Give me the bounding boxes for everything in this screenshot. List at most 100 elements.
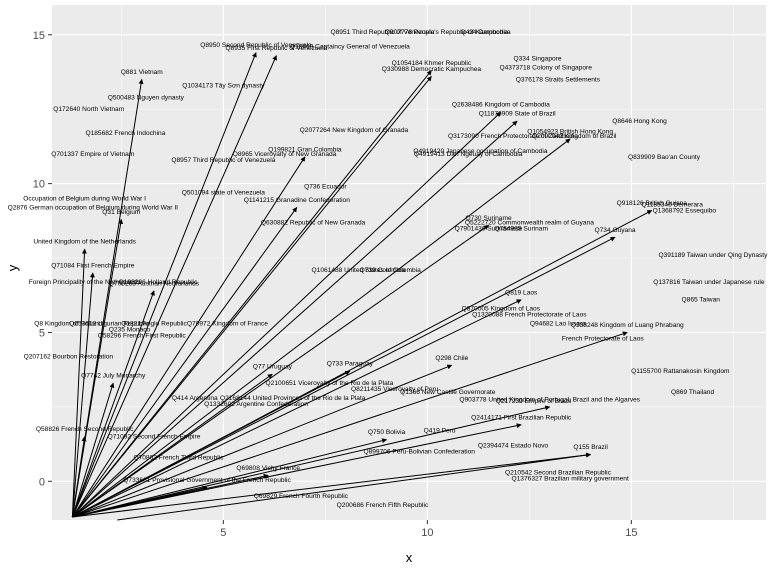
x-axis: 5 10 15: [220, 520, 637, 539]
data-label: Q69808 Vichy France: [236, 465, 300, 472]
vector-arrow: [71, 55, 277, 518]
data-label: Q376178 Straits Settlements: [516, 76, 601, 83]
vector-arrow: [72, 405, 551, 518]
data-label: Q750 Bolivia: [368, 429, 406, 436]
data-label: Occupation of Belgium during World War I: [23, 195, 146, 202]
vector-arrow: [71, 218, 124, 518]
data-label: Q819 Laos: [505, 289, 538, 296]
data-label: Q2876 German occupation of Belgium durin…: [8, 204, 179, 211]
vector-arrow: [71, 156, 306, 518]
data-label: Q1366 New Castile Governorate: [400, 389, 496, 396]
data-label: Q8950 Second Republic of Venezuela: [200, 42, 312, 49]
vector-arrow: [72, 111, 502, 518]
data-label: Q630882 Republic of New Granada: [261, 219, 366, 226]
data-label: Q2077264 New Kingdom of Granada: [300, 127, 409, 134]
data-label: Q77 Uruguay: [253, 364, 293, 371]
data-label: French Protectorate of Laos: [562, 335, 644, 342]
vector-arrow: [72, 138, 571, 518]
vector-arrow: [72, 373, 273, 518]
vector-arrow: [72, 364, 453, 518]
data-label: Q8646 Hong Kong: [612, 118, 667, 125]
data-label: Q730 Suriname: [465, 215, 512, 222]
data-label: Q193296 Holland Republic: [119, 279, 199, 286]
data-label: Q1034173 Tây Sơn dynasty: [182, 82, 265, 89]
data-label: Q918126 British Guiana: [617, 200, 688, 207]
data-label: Q865 Taiwan: [682, 297, 721, 304]
data-label: Q217230 Empire of Brazil: [496, 398, 572, 405]
data-label: Q1061488 United States of Colombia: [312, 267, 422, 274]
data-label: Q10469 Captaincy General of Venezuela: [290, 44, 410, 51]
data-label: Foreign Principality of the Netherlands: [29, 279, 141, 286]
data-label: Q839909 Bao'an County: [628, 154, 701, 161]
vector-arrow: [71, 248, 87, 518]
data-label: Q2414171 First Brazilian Republic: [471, 414, 572, 421]
data-label: Q8 Kingdom of Holland: [34, 321, 103, 328]
data-label: Q754985 Surinam: [494, 225, 548, 232]
data-label: Q739 Colombia: [360, 267, 406, 274]
data-label: Q1320088 French Protectorate of Laos: [472, 312, 587, 319]
data-label: Q8935 First Republic of Venezuela: [225, 45, 327, 52]
data-label: Q334 Singapore: [514, 56, 562, 63]
grid-minor: [52, 5, 766, 520]
data-label: Q2168144 United Provinces of the Rio de …: [220, 395, 366, 402]
data-label: Q137816 Taiwan under Japanese rule: [653, 279, 765, 286]
data-label: Q69829 French Fourth Republic: [254, 493, 349, 500]
data-label: Q185682 French Indochina: [85, 130, 165, 137]
label-layer: Q8935 First Republic of Venezuela Q881 Vi…: [8, 29, 769, 509]
vector-arrow: [71, 382, 115, 518]
y-tick-label: 5: [39, 327, 45, 339]
data-label: Q210542 Second Brazilian Republic: [505, 469, 612, 476]
data-label: Q4919420 Japanese occupation of Cambodia: [413, 148, 548, 155]
data-label: Q899706 Peru-Bolivian Confederation: [363, 449, 475, 456]
vector-arrow: [71, 290, 155, 518]
data-label: Q500483 Nguyen dynasty: [108, 94, 185, 101]
data-label: Q5222720 Commonwealth realm of Guyana: [465, 219, 594, 226]
vector-arrow: [71, 272, 95, 518]
data-label: Q1054184 Khmer Republic: [392, 60, 472, 67]
data-label: Q907778 People's Republic of Kampuchea: [385, 29, 511, 36]
data-label: United Kingdom of the Netherlands: [33, 239, 136, 246]
data-label: Q1321 Anglo Republic: [121, 321, 187, 328]
data-label: Q1376327 Brazilian military government: [512, 475, 629, 482]
data-label: Q733 Paraguay: [327, 361, 374, 368]
data-label: Q414 Argentina: [172, 395, 218, 402]
x-tick-label: 5: [220, 527, 226, 539]
data-label: Q298 Chile: [435, 355, 468, 362]
vector-arrow: [72, 485, 208, 518]
data-label: Q207162 Bourbon Restoration: [24, 353, 114, 360]
data-label: Q338248 Kingdom of Luang Phrabang: [571, 322, 684, 329]
data-label: Q1368792 Essequibo: [653, 207, 717, 214]
vector-arrow: [72, 224, 489, 518]
vector-arrow: [71, 207, 298, 518]
data-label: Q31 Belgium: [102, 209, 141, 216]
data-label: Q235 Monaco: [109, 326, 151, 333]
data-label: Q1054923 British Hong Kong: [527, 129, 613, 136]
data-label: Q881 Vietnam: [121, 69, 164, 76]
arrow-layer: [71, 52, 653, 521]
vector-arrow: [72, 370, 351, 518]
x-tick-label: 15: [625, 527, 637, 539]
data-label: Q200686 French Fifth Republic: [337, 502, 429, 509]
data-label: Q419 Peru: [424, 428, 456, 435]
data-label: Q71092 Second French Empire: [108, 434, 201, 441]
data-label: Q2638486 Kingdom of Cambodia: [452, 102, 550, 109]
data-label: Q8965 Viceroyalty of New Granada: [233, 151, 337, 158]
data-label: Q2092042 Kingdom of Brazil: [532, 133, 617, 140]
data-label: Q736 Ecuador: [304, 184, 347, 191]
vector-arrow: [72, 120, 518, 518]
data-label: Q1332602 Argentine Confederation: [204, 401, 308, 408]
data-label: Q4373718 Colony of Singapore: [499, 65, 592, 72]
data-label: Q870005 Kingdom of Laos: [462, 306, 541, 313]
data-label: Q8211435 Viceroyalty of Peru: [351, 386, 439, 393]
plot-panel: [52, 5, 766, 520]
vector-arrow: [72, 438, 388, 518]
vector-arrow: [71, 52, 257, 518]
data-label: Q734 Guyana: [595, 227, 636, 234]
data-label: Q4919413 Dan Ngeuay of Cambodia: [414, 151, 523, 158]
data-label: Q8957 Third Republic of Venezuela: [171, 157, 275, 164]
data-label: Q8951 Third Republic of Venezuela: [330, 29, 434, 36]
data-label: Q94682 Lao Issara: [530, 321, 586, 328]
vector-arrow: [71, 436, 87, 518]
vector-arrow: [72, 331, 628, 518]
data-label: Q70972 Kingdom of France: [187, 321, 268, 328]
